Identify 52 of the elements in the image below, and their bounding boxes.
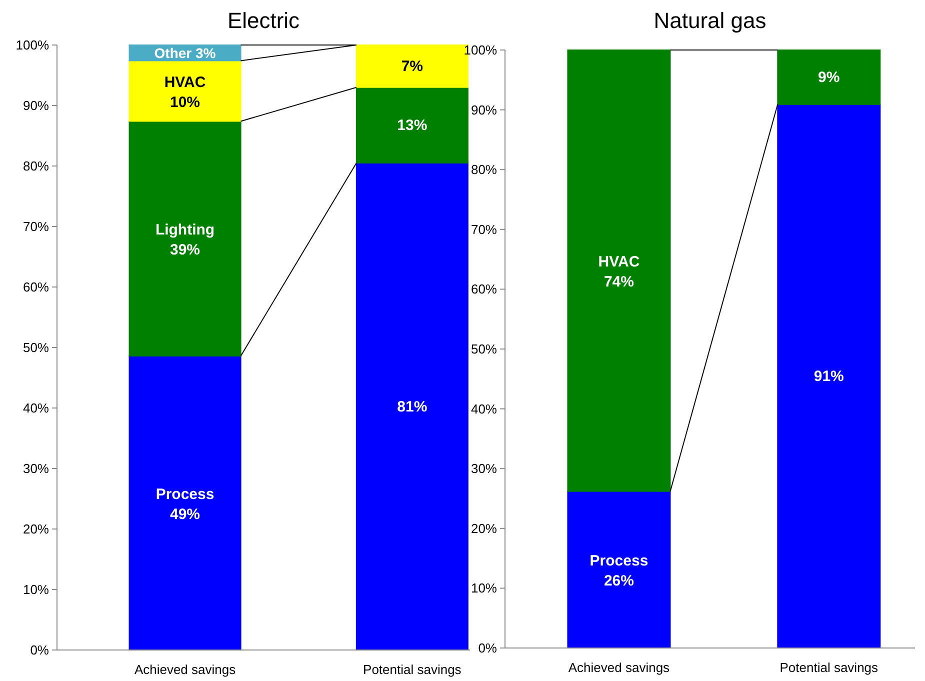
y-tick-label: 60% [470,282,498,297]
y-tick-label: 40% [22,400,50,416]
y-tick-label: 20% [22,522,50,536]
bar [567,490,671,648]
x-tick-label: Potential savings [780,660,879,675]
y-tick-label: 20% [470,520,498,536]
y-tick-label: 50% [22,340,50,355]
bar [777,50,881,105]
y-tick-label: 30% [470,461,498,476]
series-label: Lighting [155,222,215,239]
bar [356,86,468,164]
y-tick-label: 0% [478,640,498,656]
y-tick-label: 50% [470,342,498,356]
x-tick-label: Achieved savings [134,662,236,677]
y-tick-label: 10% [22,582,50,597]
y-tick-label: 90% [22,98,50,113]
y-tick-label: 60% [22,280,50,294]
y-tick-label: 70% [22,219,50,234]
data-label: 91% [814,368,844,386]
series-label: HVAC [598,254,640,271]
series-label: Process [156,486,214,503]
y-tick-label: 80% [470,162,498,178]
text: Other 3% [154,44,216,61]
series-label: HVAC [164,74,206,91]
bar [777,104,881,648]
y-tick-label: 30% [22,461,50,476]
bar [128,355,242,650]
y-tick-label: 0% [30,642,50,658]
data-label: 7% [401,58,424,76]
y-tick-label: 70% [470,222,498,237]
x-tick-label: Achieved savings [568,660,670,675]
data-label: 49% [170,506,200,523]
chart-title: Natural gas [654,8,766,33]
data-label: 9% [818,69,840,86]
chart-title: Electric [227,8,300,33]
x-tick-label: Potential savings [363,662,462,677]
data-label: 74% [604,274,634,291]
y-tick-label: 40% [470,401,498,416]
y-tick-label: 90% [470,102,498,118]
y-tick-label: 100% [16,38,50,52]
y-tick-label: 80% [22,158,50,174]
bar [128,60,242,122]
data-label: 81% [397,398,428,416]
bar [567,50,671,492]
data-label: 39% [170,242,200,259]
data-label: 10% [170,94,200,111]
data-label: 26% [604,572,634,590]
bar [356,162,468,650]
data-label: 13% [397,117,428,134]
bar [128,120,242,356]
y-tick-label: 10% [470,580,498,596]
series-label: Process [590,552,648,570]
